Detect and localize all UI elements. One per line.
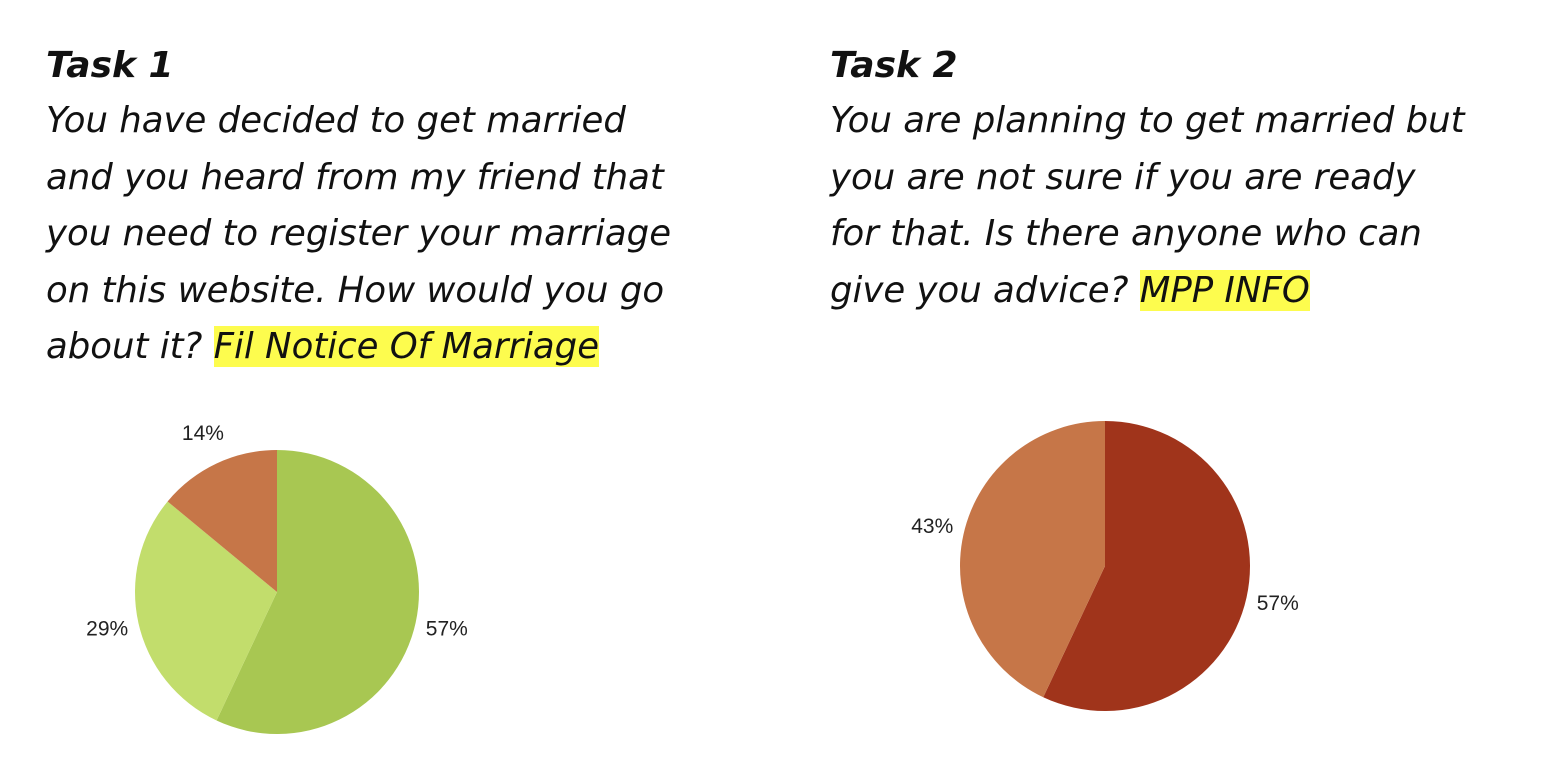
task-1-pie-chart: 57% 29% 14% — [86, 422, 468, 735]
pie-1-slice-3 — [167, 450, 277, 592]
task-2-heading: Task 2 — [830, 45, 958, 86]
pie-1-slice-3-label: 14% — [182, 422, 224, 445]
task-2-block: Task 2 You are planning to get married b… — [830, 44, 1530, 319]
pie-1-slice-2 — [135, 501, 277, 721]
task-1-line-4: on this website. How would you go — [46, 269, 665, 311]
task-2-description: You are planning to get married but you a… — [830, 93, 1530, 319]
task-2-line-2: you are not sure if you are ready — [830, 156, 1416, 198]
task-1-line-5: about it? — [46, 326, 214, 368]
task-2-line-1: You are planning to get married but — [830, 100, 1465, 142]
task-1-heading: Task 1 — [46, 45, 174, 86]
pie-2-slice-1-label: 57% — [1257, 592, 1299, 615]
task-1-description: You have decided to get married and you h… — [46, 93, 746, 376]
task-2-answer-highlight: MPP INFO — [1139, 269, 1310, 311]
task-1-answer-highlight: Fil Notice Of Marriage — [213, 326, 600, 368]
pie-1-slice-2-label: 29% — [86, 618, 128, 641]
task-1-line-3: you need to register your marriage — [46, 213, 672, 255]
pie-1-slice-1-label: 57% — [426, 618, 468, 641]
task-1-line-1: You have decided to get married — [46, 100, 626, 142]
pie-2-slice-2 — [959, 421, 1105, 698]
pie-2-slice-1 — [1043, 421, 1250, 711]
task-1-block: Task 1 You have decided to get married an… — [46, 44, 746, 376]
pie-1-slice-1 — [216, 450, 420, 735]
pie-2-slice-2-label: 43% — [911, 515, 953, 538]
task-2-line-3: for that. Is there anyone who can — [830, 213, 1422, 255]
task-2-pie-chart: 57% 43% — [911, 421, 1299, 711]
task-1-line-2: and you heard from my friend that — [46, 156, 664, 198]
task-2-line-4: give you advice? — [830, 269, 1140, 311]
